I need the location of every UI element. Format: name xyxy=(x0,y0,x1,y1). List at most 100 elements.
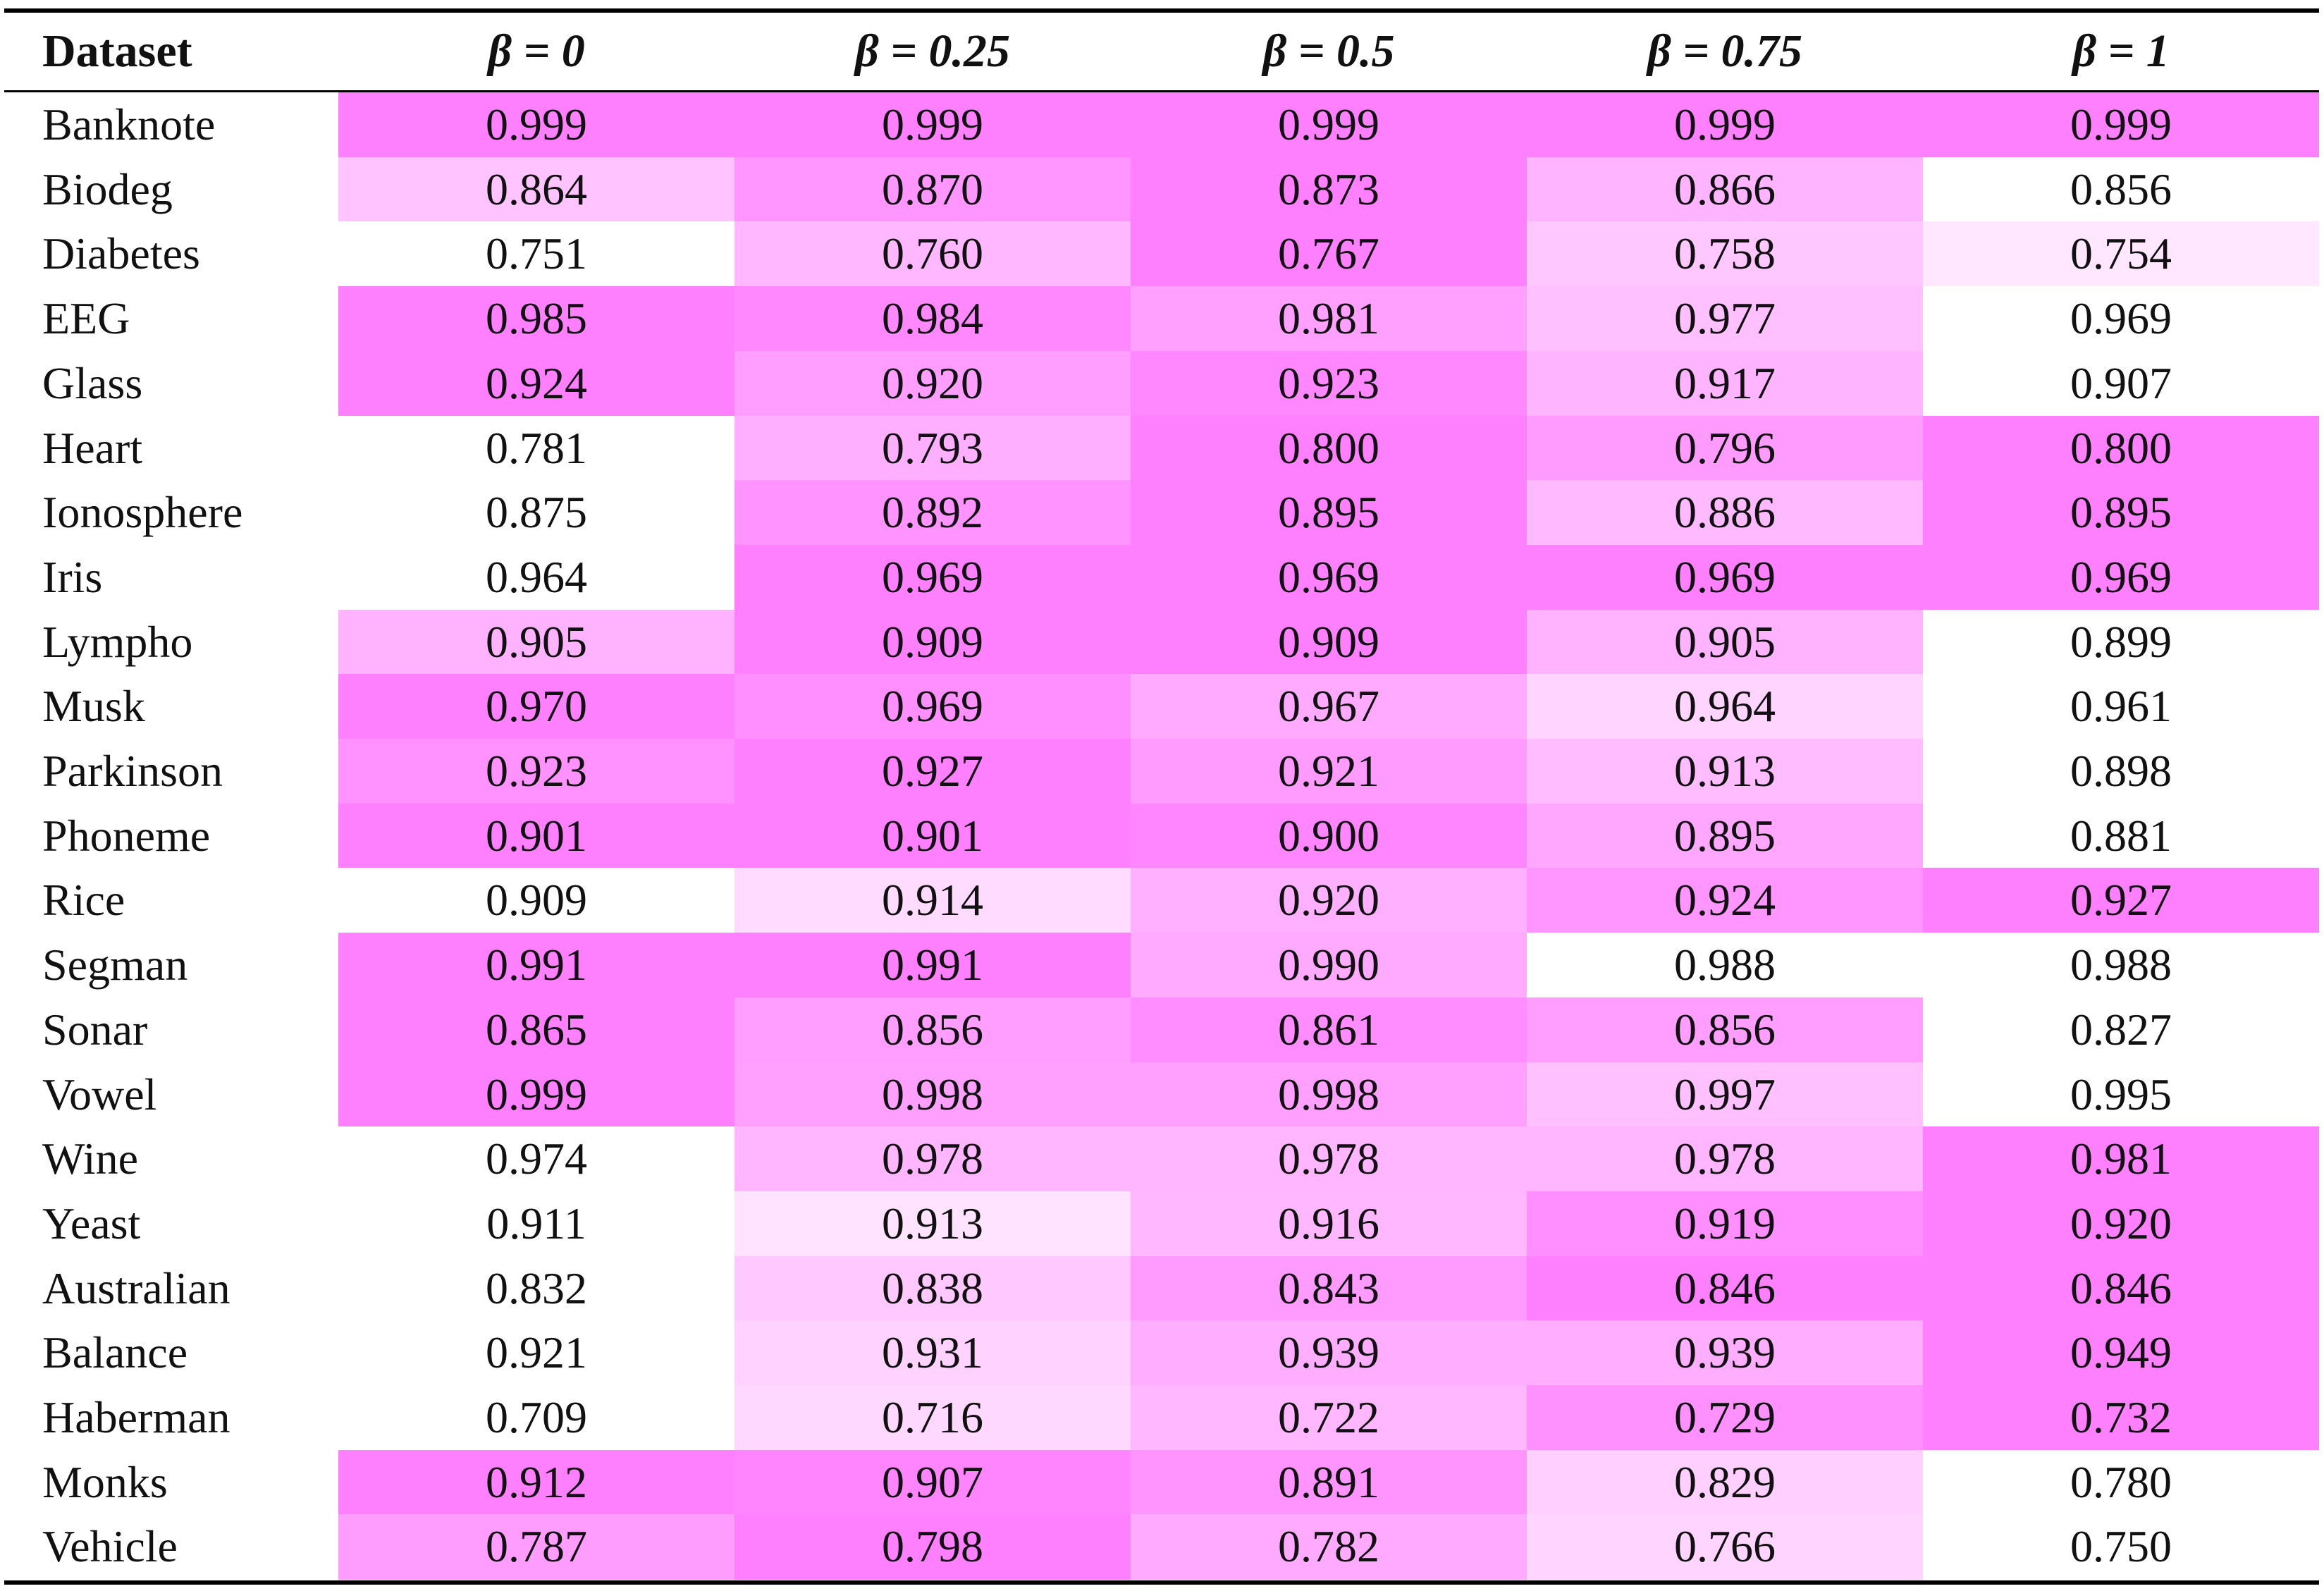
value-cell: 0.798 xyxy=(734,1514,1131,1580)
value-cell: 0.998 xyxy=(1131,1062,1527,1127)
value-cell: 0.921 xyxy=(1131,739,1527,804)
value-cell: 0.800 xyxy=(1131,415,1527,481)
value-cell: 0.978 xyxy=(1131,1126,1527,1192)
value-cell: 0.978 xyxy=(1527,1126,1923,1192)
value-cell: 0.886 xyxy=(1527,480,1923,546)
value-cell: 0.967 xyxy=(1131,674,1527,739)
value-cell: 0.907 xyxy=(734,1449,1131,1515)
value-cell: 0.766 xyxy=(1527,1514,1923,1580)
value-cell: 0.931 xyxy=(734,1320,1131,1386)
value-cell: 0.827 xyxy=(1923,997,2319,1062)
header-rule xyxy=(4,90,2319,92)
value-cell: 0.999 xyxy=(1527,92,1923,158)
dataset-name: Diabetes xyxy=(42,228,200,279)
value-cell: 0.997 xyxy=(1527,1062,1923,1127)
value-cell: 0.787 xyxy=(338,1514,734,1580)
value-cell: 0.964 xyxy=(1527,674,1923,739)
dataset-name: Banknote xyxy=(42,99,216,149)
value-cell: 0.780 xyxy=(1923,1449,2319,1515)
value-cell: 0.895 xyxy=(1923,480,2319,546)
value-cell: 0.758 xyxy=(1527,221,1923,287)
column-header: Dataset xyxy=(42,25,192,77)
value-cell: 0.856 xyxy=(1527,997,1923,1062)
value-cell: 0.722 xyxy=(1131,1385,1527,1451)
value-cell: 0.909 xyxy=(1131,609,1527,675)
dataset-name: Sonar xyxy=(42,1004,148,1055)
value-cell: 0.870 xyxy=(734,156,1131,222)
value-cell: 0.793 xyxy=(734,415,1131,481)
value-cell: 0.796 xyxy=(1527,415,1923,481)
dataset-name: Monks xyxy=(42,1456,168,1507)
value-cell: 0.999 xyxy=(1923,92,2319,158)
value-cell: 0.898 xyxy=(1923,739,2319,804)
value-cell: 0.895 xyxy=(1131,480,1527,546)
value-cell: 0.732 xyxy=(1923,1385,2319,1451)
value-cell: 0.905 xyxy=(338,609,734,675)
value-cell: 0.846 xyxy=(1923,1255,2319,1321)
dataset-name: EEG xyxy=(42,293,130,344)
value-cell: 0.914 xyxy=(734,868,1131,933)
top-rule xyxy=(4,8,2319,13)
value-cell: 0.991 xyxy=(734,933,1131,998)
column-header: β = 0.25 xyxy=(855,25,1010,77)
value-cell: 0.900 xyxy=(1131,803,1527,868)
value-cell: 0.895 xyxy=(1527,803,1923,868)
bottom-rule xyxy=(4,1580,2319,1585)
dataset-name: Lympho xyxy=(42,616,193,667)
dataset-name: Biodeg xyxy=(42,164,173,214)
value-cell: 0.923 xyxy=(1131,350,1527,416)
value-cell: 0.891 xyxy=(1131,1449,1527,1515)
value-cell: 0.978 xyxy=(734,1126,1131,1192)
column-header: β = 0.5 xyxy=(1262,25,1395,77)
value-cell: 0.905 xyxy=(1527,609,1923,675)
dataset-name: Wine xyxy=(42,1134,139,1184)
value-cell: 0.920 xyxy=(1923,1191,2319,1257)
value-cell: 0.843 xyxy=(1131,1255,1527,1321)
value-cell: 0.988 xyxy=(1923,933,2319,998)
dataset-name: Iris xyxy=(42,551,103,602)
value-cell: 0.977 xyxy=(1527,286,1923,352)
value-cell: 0.866 xyxy=(1527,156,1923,222)
value-cell: 0.990 xyxy=(1131,933,1527,998)
dataset-name: Segman xyxy=(42,940,188,990)
value-cell: 0.892 xyxy=(734,480,1131,546)
value-cell: 0.920 xyxy=(734,350,1131,416)
value-cell: 0.856 xyxy=(734,997,1131,1062)
value-cell: 0.927 xyxy=(734,739,1131,804)
value-cell: 0.909 xyxy=(338,868,734,933)
value-cell: 0.912 xyxy=(338,1449,734,1515)
value-cell: 0.907 xyxy=(1923,350,2319,416)
dataset-name: Musk xyxy=(42,681,145,732)
value-cell: 0.909 xyxy=(734,609,1131,675)
value-cell: 0.999 xyxy=(338,92,734,158)
value-cell: 0.901 xyxy=(734,803,1131,868)
value-cell: 0.991 xyxy=(338,933,734,998)
column-header: β = 0 xyxy=(488,25,585,77)
value-cell: 0.751 xyxy=(338,221,734,287)
value-cell: 0.917 xyxy=(1527,350,1923,416)
value-cell: 0.970 xyxy=(338,674,734,739)
value-cell: 0.969 xyxy=(1527,544,1923,610)
value-cell: 0.969 xyxy=(1923,544,2319,610)
value-cell: 0.875 xyxy=(338,480,734,546)
value-cell: 0.781 xyxy=(338,415,734,481)
value-cell: 0.988 xyxy=(1527,933,1923,998)
dataset-name: Yeast xyxy=(42,1198,141,1248)
dataset-name: Phoneme xyxy=(42,810,211,861)
value-cell: 0.864 xyxy=(338,156,734,222)
column-header: β = 0.75 xyxy=(1647,25,1802,77)
value-cell: 0.998 xyxy=(734,1062,1131,1127)
value-cell: 0.923 xyxy=(338,739,734,804)
value-cell: 0.899 xyxy=(1923,609,2319,675)
value-cell: 0.832 xyxy=(338,1255,734,1321)
dataset-name: Rice xyxy=(42,875,125,926)
value-cell: 0.985 xyxy=(338,286,734,352)
value-cell: 0.846 xyxy=(1527,1255,1923,1321)
value-cell: 0.999 xyxy=(1131,92,1527,158)
value-cell: 0.856 xyxy=(1923,156,2319,222)
value-cell: 0.754 xyxy=(1923,221,2319,287)
value-cell: 0.939 xyxy=(1131,1320,1527,1386)
value-cell: 0.916 xyxy=(1131,1191,1527,1257)
value-cell: 0.919 xyxy=(1527,1191,1923,1257)
value-cell: 0.729 xyxy=(1527,1385,1923,1451)
